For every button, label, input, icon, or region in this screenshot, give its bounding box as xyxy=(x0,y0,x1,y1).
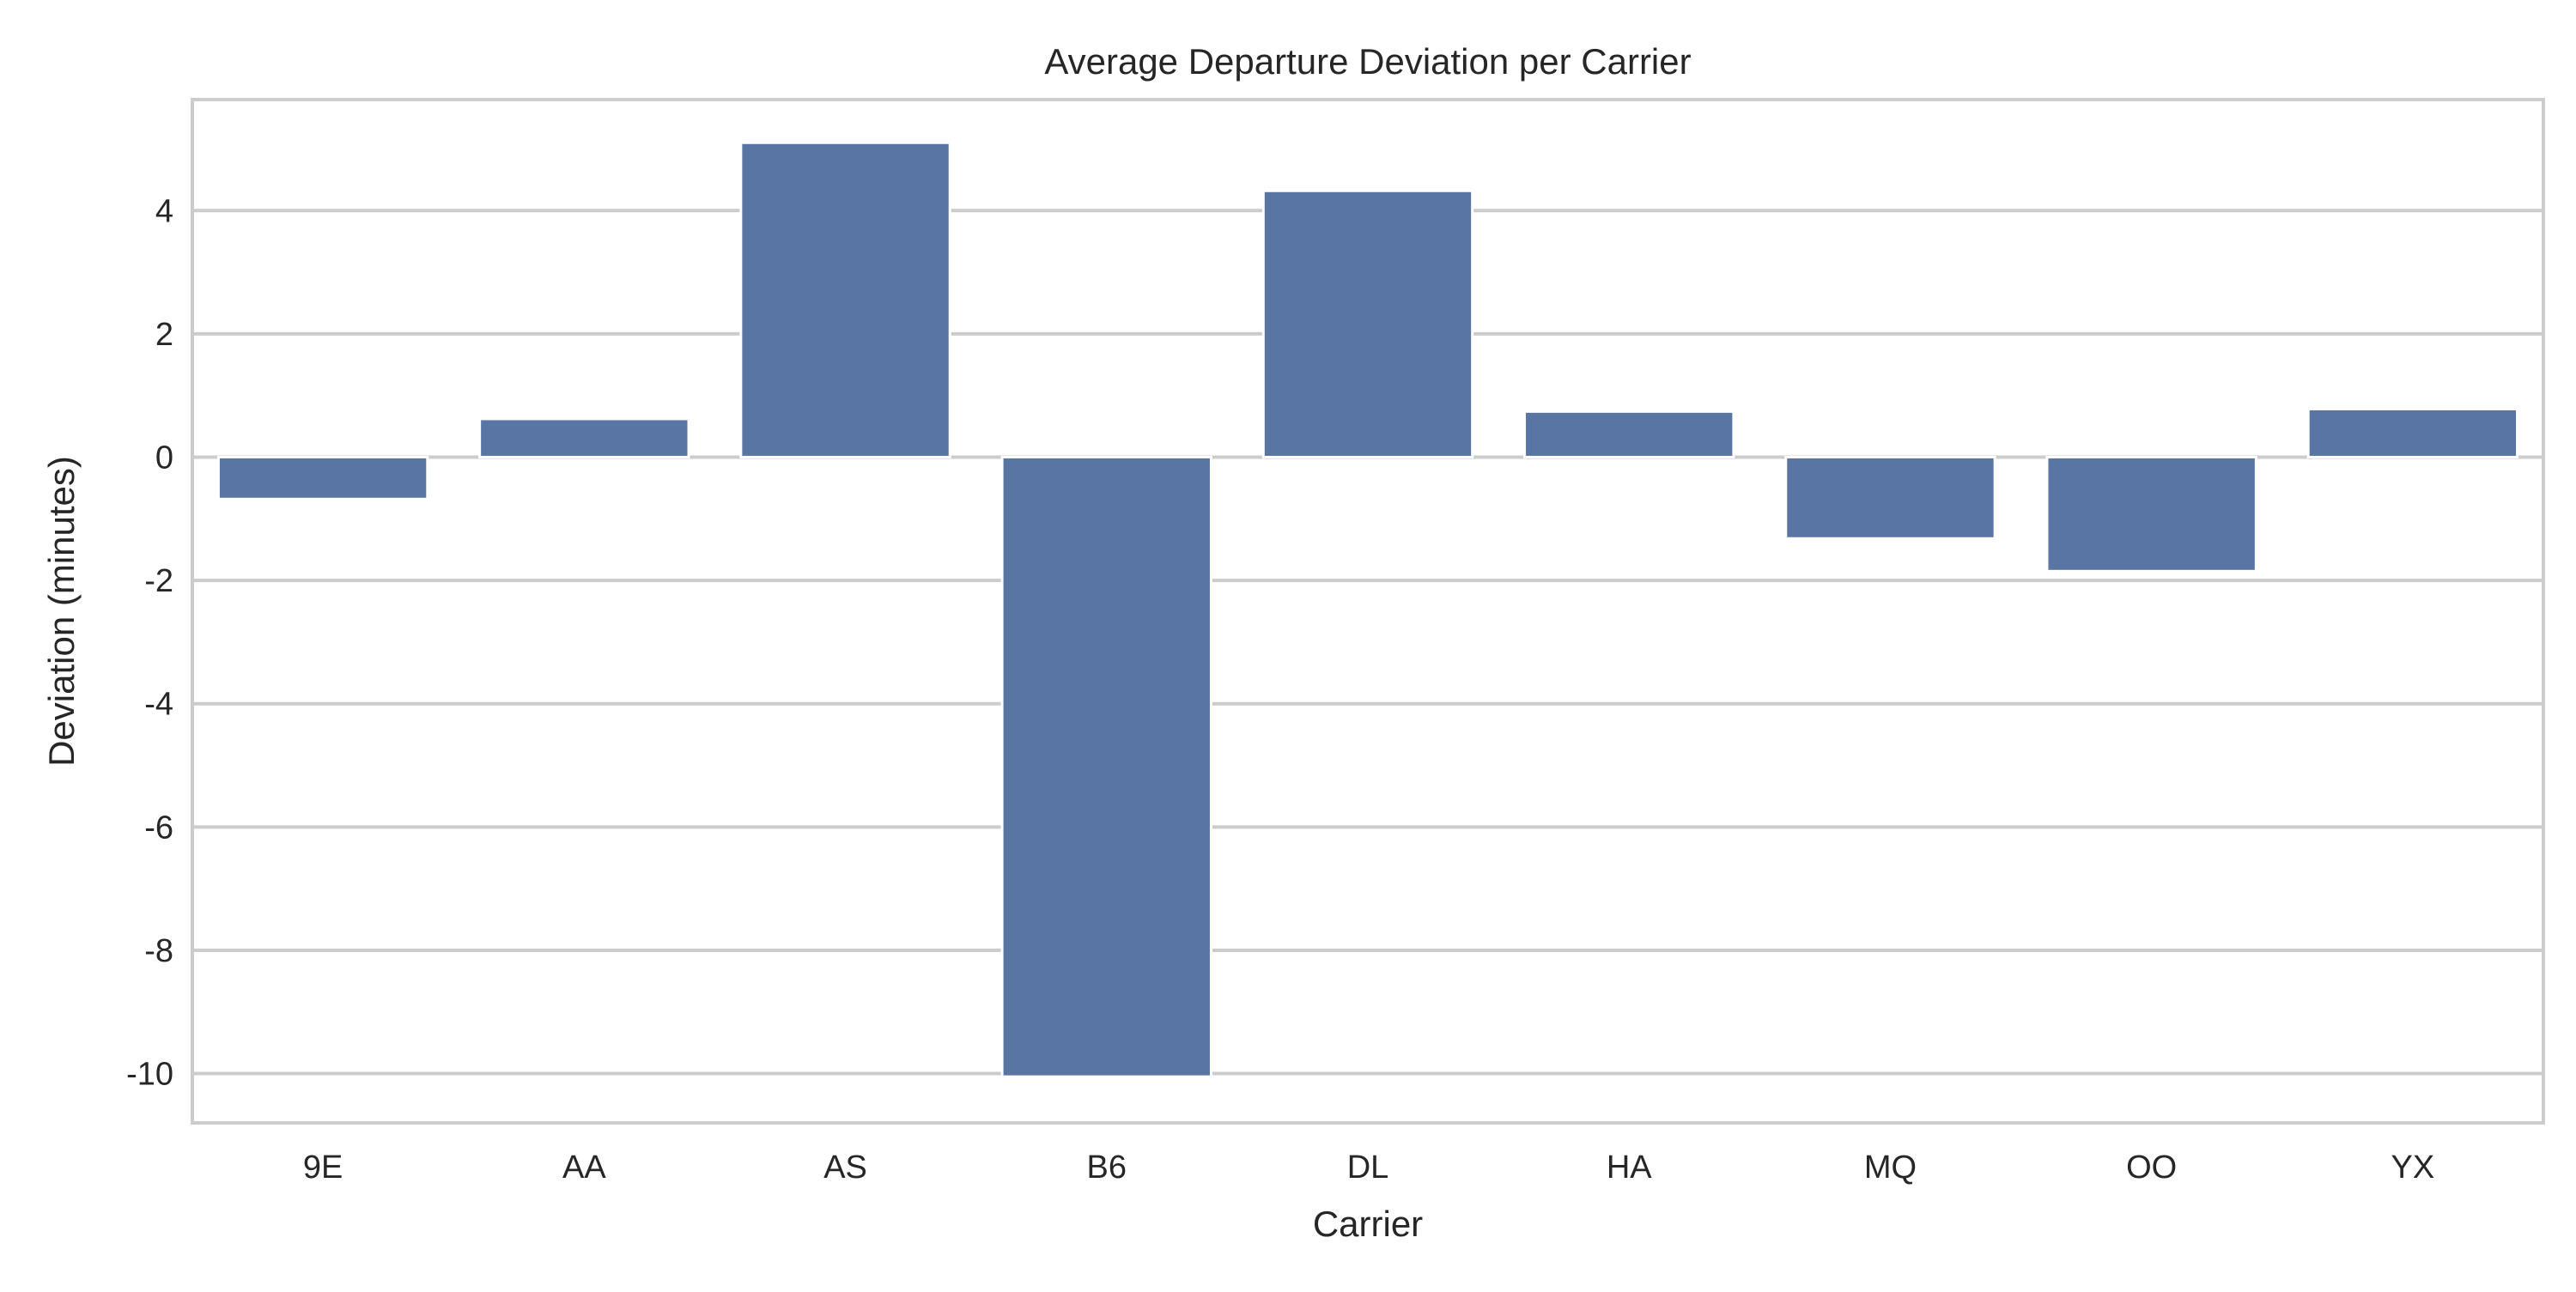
y-tick-label: -6 xyxy=(144,810,173,846)
y-tick-label: 0 xyxy=(155,440,173,476)
y-tick-label: 4 xyxy=(155,193,173,229)
y-tick-labels: -10 -8 -6 -4 -2 0 2 4 xyxy=(126,193,173,1092)
bar-aa xyxy=(478,417,690,458)
bar-oo xyxy=(2045,455,2257,573)
x-tick-label: AS xyxy=(823,1149,867,1186)
y-tick-label: -4 xyxy=(144,687,173,723)
x-tick-labels: 9E AA AS B6 DL HA MQ OO YX xyxy=(303,1149,2434,1186)
y-tick-label: -8 xyxy=(144,933,173,969)
x-tick-label: HA xyxy=(1607,1149,1652,1186)
bar-mq xyxy=(1784,455,1996,540)
bar-b6 xyxy=(1000,455,1212,1078)
x-tick-label: B6 xyxy=(1087,1149,1127,1186)
chart-title: Average Departure Deviation per Carrier xyxy=(1044,41,1691,82)
bar-as xyxy=(739,141,951,458)
x-axis-label: Carrier xyxy=(1313,1204,1423,1244)
bars xyxy=(216,141,2519,1078)
y-axis-label: Deviation (minutes) xyxy=(41,456,82,767)
bar-9e xyxy=(216,455,429,500)
bar-dl xyxy=(1261,189,1474,458)
x-tick-label: AA xyxy=(562,1149,606,1186)
y-tick-label: 2 xyxy=(155,317,173,353)
plot-frame xyxy=(191,98,2545,1125)
x-tick-label: OO xyxy=(2126,1149,2177,1186)
x-tick-label: YX xyxy=(2391,1149,2435,1186)
x-tick-label: MQ xyxy=(1864,1149,1917,1186)
y-tick-label: -10 xyxy=(126,1057,173,1093)
x-tick-label: 9E xyxy=(303,1149,343,1186)
bar-ha xyxy=(1523,409,1735,458)
y-tick-label: -2 xyxy=(144,563,173,599)
bar-yx xyxy=(2306,407,2519,458)
x-tick-label: DL xyxy=(1347,1149,1389,1186)
